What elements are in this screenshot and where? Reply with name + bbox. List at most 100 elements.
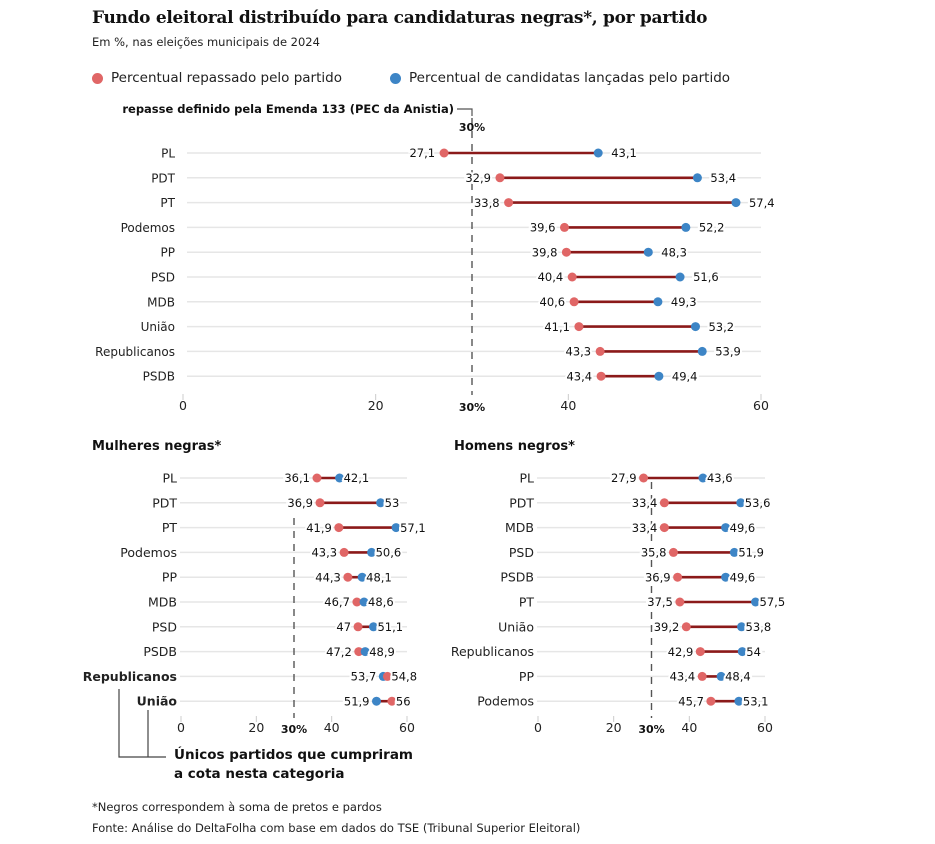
data-label-low: 43,3	[311, 546, 337, 560]
data-label-high: 49,3	[671, 295, 697, 309]
dot-lancadas	[737, 622, 747, 632]
chart-title: Fundo eleitoral distribuído para candida…	[92, 8, 708, 28]
data-label-high: 53,4	[710, 171, 736, 185]
dot-repassado	[574, 322, 584, 332]
x-tick-label: 20	[606, 720, 622, 735]
data-label-high: 43,1	[611, 146, 637, 160]
category-label: PL	[162, 471, 177, 486]
data-label-low: 40,6	[540, 295, 566, 309]
dot-repassado	[387, 696, 397, 706]
x-tick-label-reference: 30%	[459, 401, 485, 414]
dot-repassado	[681, 622, 691, 632]
dot-repassado	[353, 622, 363, 632]
dot-repassado	[312, 473, 322, 483]
dot-lancadas	[692, 173, 702, 183]
category-label: PT	[519, 595, 535, 610]
data-label-low: 43,4	[566, 369, 592, 383]
legend-label-repassado: Percentual repassado pelo partido	[111, 70, 342, 86]
data-label-low: 44,3	[315, 570, 341, 584]
dot-lancadas	[681, 222, 691, 232]
dot-lancadas	[391, 523, 401, 533]
dot-repassado	[567, 272, 577, 282]
data-label-low: 27,9	[611, 471, 637, 485]
category-label: Republicanos	[95, 345, 175, 359]
data-label-low: 37,5	[647, 595, 673, 609]
data-label-high: 50,6	[376, 546, 402, 560]
data-label-low: 41,1	[544, 320, 570, 334]
dot-repassado	[334, 523, 344, 533]
data-label-high: 57,1	[400, 521, 426, 535]
data-label-high: 54,8	[391, 670, 417, 684]
category-label: MDB	[148, 595, 177, 610]
dot-repassado	[339, 547, 349, 557]
data-label-high: 52,2	[699, 221, 725, 235]
dot-repassado	[315, 498, 325, 508]
dot-repassado	[495, 173, 505, 183]
dot-lancadas	[751, 597, 761, 607]
dot-lancadas	[716, 671, 726, 681]
dot-repassado	[595, 346, 605, 356]
data-label-high: 48,3	[661, 245, 687, 259]
dot-lancadas	[690, 322, 700, 332]
dot-lancadas	[335, 473, 345, 483]
legend-item-repassado: Percentual repassado pelo partido	[92, 70, 342, 86]
data-label-low: 39,8	[532, 245, 558, 259]
reference-label-top: 30%	[459, 121, 485, 134]
category-label: PT	[160, 196, 175, 210]
reference-annotation-leader	[457, 108, 473, 116]
data-label-low: 33,8	[474, 196, 500, 210]
data-label-low: 27,1	[409, 146, 435, 160]
category-label: PSDB	[143, 370, 175, 384]
dot-repassado	[352, 597, 362, 607]
data-label-high: 53,1	[743, 694, 769, 708]
data-label-low: 36,9	[645, 570, 671, 584]
chart-subtitle: Em %, nas eleições municipais de 2024	[92, 35, 320, 49]
data-label-low: 41,9	[306, 521, 332, 535]
x-tick-label: 40	[324, 720, 340, 735]
category-label: PSD	[152, 619, 177, 634]
data-label-high: 49,6	[730, 570, 756, 584]
dot-lancadas	[736, 498, 746, 508]
data-label-low: 40,4	[538, 270, 564, 284]
x-tick-label-reference: 30%	[638, 723, 664, 736]
data-label-low: 43,3	[566, 345, 592, 359]
dot-lancadas	[698, 473, 708, 483]
dot-repassado	[659, 498, 669, 508]
data-label-low: 46,7	[324, 595, 350, 609]
x-tick-label: 0	[177, 720, 185, 735]
category-label: MDB	[147, 295, 175, 309]
category-label: Republicanos	[83, 669, 177, 684]
dot-lancadas	[368, 622, 378, 632]
category-label: PDT	[152, 495, 177, 510]
category-label: PDT	[151, 171, 175, 185]
category-label: PDT	[509, 495, 534, 510]
category-label: PL	[161, 147, 175, 161]
dot-repassado	[668, 547, 678, 557]
data-label-high: 53,2	[708, 320, 734, 334]
data-label-high: 48,6	[368, 595, 394, 609]
data-label-low: 45,7	[678, 694, 704, 708]
annotation-cumpriram-line1: Únicos partidos que cumpriram	[174, 745, 413, 763]
data-label-high: 43,6	[707, 471, 733, 485]
data-label-low: 39,6	[530, 221, 556, 235]
data-label-low: 53,7	[351, 670, 377, 684]
data-label-high: 51,9	[738, 546, 764, 560]
data-label-low: 36,9	[287, 496, 313, 510]
dot-repassado	[706, 696, 716, 706]
category-label: PP	[161, 246, 175, 260]
category-label: União	[137, 694, 178, 709]
data-label-high: 53,8	[746, 620, 772, 634]
footnote-fonte: Fonte: Análise do DeltaFolha com base em…	[92, 821, 581, 835]
category-label: PSDB	[500, 570, 534, 585]
data-label-high: 48,1	[366, 570, 392, 584]
legend-dot-repassado	[92, 72, 103, 84]
dot-lancadas	[643, 247, 653, 257]
x-tick-label: 40	[681, 720, 697, 735]
dot-lancadas	[371, 696, 381, 706]
dot-repassado	[659, 523, 669, 533]
dot-repassado	[596, 371, 606, 381]
dot-repassado	[639, 473, 649, 483]
x-tick-label: 60	[399, 720, 415, 735]
category-label: União	[498, 619, 534, 634]
